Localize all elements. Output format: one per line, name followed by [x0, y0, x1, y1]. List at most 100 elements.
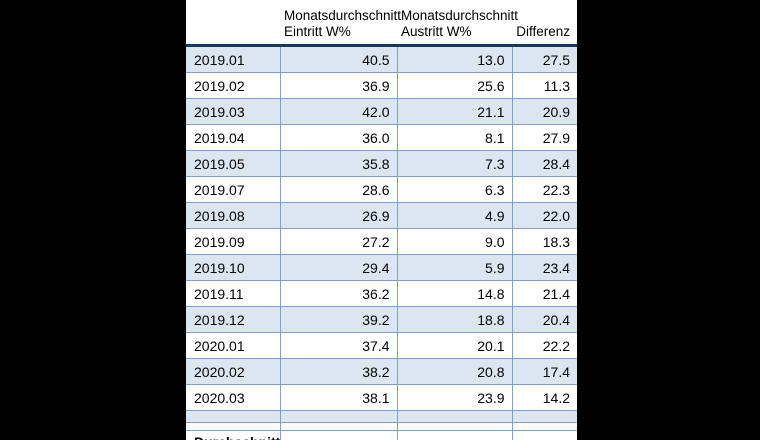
austritt-cell: 4.9	[396, 202, 512, 229]
summary-label-cell: Durchschnitt2019-2020	[186, 430, 280, 440]
header-differenz: Differenz	[512, 0, 577, 47]
eintritt-cell: 38.2	[279, 358, 397, 385]
differenz-cell: 17.4	[511, 358, 577, 385]
empty-cell	[186, 422, 280, 431]
table-row: 2019.02 36.9 25.6 11.3	[186, 72, 577, 99]
header-period	[186, 0, 280, 47]
austritt-cell: 5.9	[396, 254, 512, 281]
differenz-cell: 20.9	[511, 98, 577, 125]
period-cell: 2019.08	[186, 202, 280, 229]
table-row: 2019.12 39.2 18.8 20.4	[186, 306, 577, 333]
table-header: Monatsdurchschnitt Eintritt W% Monatsdurc…	[186, 0, 577, 47]
differenz-cell: 14.2	[511, 384, 577, 411]
austritt-cell: 21.1	[396, 98, 512, 125]
eintritt-cell: 36.9	[279, 72, 397, 99]
header-eintritt: Monatsdurchschnitt Eintritt W%	[280, 0, 401, 47]
table-row: 2019.09 27.2 9.0 18.3	[186, 228, 577, 255]
austritt-cell: 9.0	[396, 228, 512, 255]
table-panel: Monatsdurchschnitt Eintritt W% Monatsdurc…	[186, 0, 577, 440]
eintritt-cell: 28.6	[279, 176, 397, 203]
period-cell: 2020.01	[186, 332, 280, 359]
table-row: 2019.04 36.0 8.1 27.9	[186, 124, 577, 151]
empty-cell	[186, 410, 280, 423]
header-austritt: Monatsdurchschnitt Austritt W%	[397, 0, 518, 47]
table-row: 2019.11 36.2 14.8 21.4	[186, 280, 577, 307]
differenz-cell: 23.4	[511, 254, 577, 281]
eintritt-cell: 36.0	[279, 124, 397, 151]
austritt-cell: 7.3	[396, 150, 512, 177]
period-cell: 2019.05	[186, 150, 280, 177]
monthly-average-table: Monatsdurchschnitt Eintritt W% Monatsdurc…	[186, 0, 577, 440]
austritt-cell: 6.3	[396, 176, 512, 203]
differenz-cell: 22.2	[511, 332, 577, 359]
table-row: 2020.02 38.2 20.8 17.4	[186, 358, 577, 385]
period-cell: 2019.12	[186, 306, 280, 333]
differenz-cell: 18.3	[511, 228, 577, 255]
period-cell: 2019.04	[186, 124, 280, 151]
austritt-cell: 23.9	[396, 384, 512, 411]
eintritt-cell: 29.4	[279, 254, 397, 281]
header-austritt-line1: Monatsdurchschnitt	[401, 8, 519, 23]
austritt-cell: 14.8	[396, 280, 512, 307]
empty-shaded-row	[186, 410, 577, 423]
table-row: 2019.01 40.5 13.0 27.5	[186, 45, 577, 73]
eintritt-cell: 39.2	[279, 306, 397, 333]
summary-austritt-cell: 14.2	[396, 430, 512, 440]
summary-differenz-cell: 21.3	[511, 430, 577, 440]
eintritt-cell: 36.2	[279, 280, 397, 307]
period-cell: 2019.03	[186, 98, 280, 125]
summary-row: Durchschnitt2019-2020 35.2 14.2 21.3	[186, 430, 577, 440]
header-austritt-line2: Austritt W%	[401, 24, 472, 39]
period-cell: 2019.01	[186, 45, 280, 73]
header-eintritt-line2: Eintritt W%	[284, 24, 351, 39]
header-row: Monatsdurchschnitt Eintritt W% Monatsdurc…	[186, 0, 577, 47]
differenz-cell: 27.5	[511, 45, 577, 73]
period-cell: 2020.03	[186, 384, 280, 411]
table-row: 2019.03 42.0 21.1 20.9	[186, 98, 577, 125]
empty-cell	[279, 422, 397, 431]
austritt-cell: 20.8	[396, 358, 512, 385]
austritt-cell: 20.1	[396, 332, 512, 359]
empty-cell	[511, 410, 577, 423]
differenz-cell: 27.9	[511, 124, 577, 151]
empty-cell	[396, 410, 512, 423]
header-eintritt-line1: Monatsdurchschnitt	[284, 8, 402, 23]
period-cell: 2020.02	[186, 358, 280, 385]
differenz-cell: 28.4	[511, 150, 577, 177]
spacer-row	[186, 422, 577, 431]
table-row: 2020.03 38.1 23.9 14.2	[186, 384, 577, 411]
eintritt-cell: 38.1	[279, 384, 397, 411]
eintritt-cell: 37.4	[279, 332, 397, 359]
eintritt-cell: 27.2	[279, 228, 397, 255]
table-row: 2019.08 26.9 4.9 22.0	[186, 202, 577, 229]
table-row: 2019.10 29.4 5.9 23.4	[186, 254, 577, 281]
empty-cell	[396, 422, 512, 431]
empty-cell	[511, 422, 577, 431]
period-cell: 2019.11	[186, 280, 280, 307]
austritt-cell: 8.1	[396, 124, 512, 151]
eintritt-cell: 26.9	[279, 202, 397, 229]
eintritt-cell: 42.0	[279, 98, 397, 125]
period-cell: 2019.09	[186, 228, 280, 255]
table-body: 2019.01 40.5 13.0 27.5 2019.02 36.9 25.6…	[186, 45, 577, 440]
differenz-cell: 22.3	[511, 176, 577, 203]
eintritt-cell: 40.5	[279, 45, 397, 73]
differenz-cell: 20.4	[511, 306, 577, 333]
summary-label-line1: Durchschnitt	[194, 434, 280, 440]
eintritt-cell: 35.8	[279, 150, 397, 177]
differenz-cell: 11.3	[511, 72, 577, 99]
period-cell: 2019.02	[186, 72, 280, 99]
summary-eintritt-cell: 35.2	[279, 430, 397, 440]
austritt-cell: 18.8	[396, 306, 512, 333]
differenz-cell: 21.4	[511, 280, 577, 307]
austritt-cell: 13.0	[396, 45, 512, 73]
austritt-cell: 25.6	[396, 72, 512, 99]
empty-cell	[279, 410, 397, 423]
table-row: 2020.01 37.4 20.1 22.2	[186, 332, 577, 359]
table-row: 2019.07 28.6 6.3 22.3	[186, 176, 577, 203]
table-row: 2019.05 35.8 7.3 28.4	[186, 150, 577, 177]
period-cell: 2019.07	[186, 176, 280, 203]
period-cell: 2019.10	[186, 254, 280, 281]
differenz-cell: 22.0	[511, 202, 577, 229]
